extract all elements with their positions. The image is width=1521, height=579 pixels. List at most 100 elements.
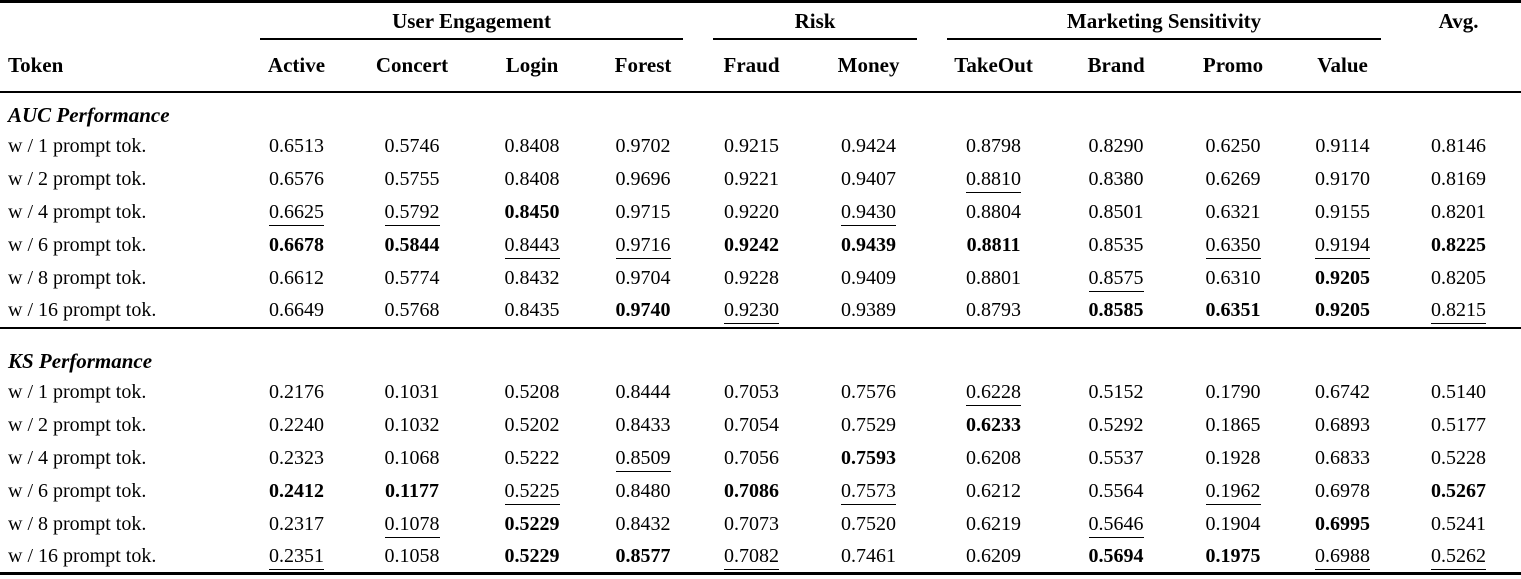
column-header-money: Money — [837, 53, 900, 77]
column-header-concert: Concert — [375, 53, 449, 77]
value-cell: 0.9715 — [615, 200, 671, 223]
value-cell: 0.5228 — [1431, 446, 1487, 469]
table-row: w / 4 prompt tok. 0.2323 0.1068 0.5222 0.850… — [0, 442, 1521, 475]
value-cell: 0.8380 — [1088, 167, 1144, 190]
value-cell: 0.9170 — [1315, 167, 1371, 190]
value-cell: 0.6212 — [966, 479, 1022, 502]
value-cell: 0.7520 — [841, 512, 897, 535]
value-cell: 0.8585 — [1088, 299, 1144, 321]
value-cell: 0.5792 — [348, 196, 476, 229]
row-label: w / 16 prompt tok. — [8, 299, 157, 321]
value-cell: 0.5267 — [1431, 479, 1487, 502]
row-label: w / 8 prompt tok. — [8, 266, 147, 289]
value-cell: 0.9424 — [841, 134, 897, 157]
value-cell: 0.9740 — [615, 299, 671, 321]
value-cell: 0.5564 — [1088, 479, 1144, 502]
value-cell: 0.2412 — [269, 479, 324, 502]
value-cell: 0.1975 — [1205, 544, 1261, 567]
value-cell: 0.6351 — [1205, 299, 1261, 321]
value-cell: 0.8577 — [615, 544, 671, 567]
value-cell: 0.9439 — [841, 233, 897, 256]
value-cell: 0.5229 — [504, 512, 560, 535]
table-row: w / 16 prompt tok. 0.6649 0.5768 0.8435 0.97… — [0, 295, 1521, 328]
group-header-avg: Avg. — [1396, 2, 1521, 46]
value-cell: 0.1068 — [384, 446, 440, 469]
row-label: w / 16 prompt tok. — [8, 544, 157, 567]
value-cell: 0.8433 — [615, 413, 671, 436]
row-label: w / 4 prompt tok. — [8, 446, 147, 469]
value-cell: 0.8408 — [504, 167, 560, 190]
value-cell: 0.8804 — [966, 200, 1022, 223]
value-cell: 0.5746 — [384, 134, 440, 157]
group-header-user-engagement: User Engagement — [245, 2, 698, 46]
value-cell: 0.8408 — [504, 134, 560, 157]
value-cell: 0.8575 — [1055, 262, 1177, 295]
value-cell: 0.1058 — [384, 544, 440, 567]
table-row: w / 1 prompt tok. 0.6513 0.5746 0.8408 0.970… — [0, 130, 1521, 163]
column-header-brand: Brand — [1087, 53, 1145, 77]
value-cell: 0.8793 — [966, 299, 1022, 321]
value-cell: 0.6612 — [269, 266, 324, 289]
value-cell: 0.6350 — [1177, 229, 1289, 262]
row-label: w / 1 prompt tok. — [8, 134, 147, 157]
value-cell: 0.8215 — [1396, 295, 1521, 328]
value-cell: 0.6250 — [1205, 134, 1261, 157]
group-rule — [947, 38, 1382, 40]
column-header-active: Active — [267, 53, 326, 77]
value-cell: 0.2240 — [269, 413, 324, 436]
value-cell: 0.5768 — [384, 299, 440, 321]
value-cell: 0.9205 — [1315, 299, 1371, 321]
value-cell: 0.5152 — [1088, 380, 1144, 403]
value-cell: 0.1031 — [384, 380, 440, 403]
value-cell: 0.8801 — [966, 266, 1022, 289]
value-cell: 0.8169 — [1431, 167, 1487, 190]
value-cell: 0.8444 — [615, 380, 671, 403]
value-cell: 0.9242 — [724, 233, 780, 256]
value-cell: 0.7573 — [805, 475, 932, 508]
value-cell: 0.5241 — [1431, 512, 1487, 535]
value-cell: 0.5646 — [1055, 508, 1177, 541]
value-cell: 0.2176 — [269, 380, 324, 403]
value-cell: 0.5774 — [384, 266, 440, 289]
value-cell: 0.8290 — [1088, 134, 1144, 157]
row-label: w / 2 prompt tok. — [8, 167, 147, 190]
value-cell: 0.5140 — [1431, 380, 1487, 403]
value-cell: 0.7056 — [724, 446, 780, 469]
value-cell: 0.2323 — [269, 446, 324, 469]
value-cell: 0.6219 — [966, 512, 1022, 535]
value-cell: 0.6269 — [1205, 167, 1261, 190]
value-cell: 0.6649 — [269, 299, 324, 321]
group-label: Avg. — [1438, 9, 1479, 33]
value-cell: 0.8501 — [1088, 200, 1144, 223]
value-cell: 0.5177 — [1431, 413, 1487, 436]
value-cell: 0.6833 — [1315, 446, 1371, 469]
row-label: w / 6 prompt tok. — [8, 479, 147, 502]
column-header-token: Token — [8, 53, 64, 77]
value-cell: 0.6978 — [1315, 479, 1371, 502]
value-cell: 0.8535 — [1088, 233, 1144, 256]
column-header-value: Value — [1317, 53, 1368, 77]
group-rule — [260, 38, 684, 40]
value-cell: 0.9114 — [1315, 134, 1370, 157]
value-cell: 0.9194 — [1289, 229, 1396, 262]
value-cell: 0.5225 — [476, 475, 588, 508]
value-cell: 0.8509 — [588, 442, 698, 475]
value-cell: 0.1032 — [384, 413, 440, 436]
value-cell: 0.8432 — [504, 266, 560, 289]
value-cell: 0.7576 — [841, 380, 897, 403]
value-cell: 0.2317 — [269, 512, 324, 535]
table-row: w / 6 prompt tok. 0.2412 0.1177 0.5225 0.848… — [0, 475, 1521, 508]
value-cell: 0.9220 — [724, 200, 780, 223]
value-cell: 0.5755 — [384, 167, 440, 190]
section-title: AUC Performance — [8, 102, 170, 127]
row-label: w / 8 prompt tok. — [8, 512, 147, 535]
value-cell: 0.8443 — [476, 229, 588, 262]
column-header-takeout: TakeOut — [954, 53, 1033, 77]
value-cell: 0.5202 — [504, 413, 560, 436]
value-cell: 0.8480 — [615, 479, 671, 502]
value-cell: 0.6995 — [1315, 512, 1371, 535]
value-cell: 0.9205 — [1315, 266, 1371, 289]
value-cell: 0.5844 — [384, 233, 440, 256]
row-label: w / 2 prompt tok. — [8, 413, 147, 436]
